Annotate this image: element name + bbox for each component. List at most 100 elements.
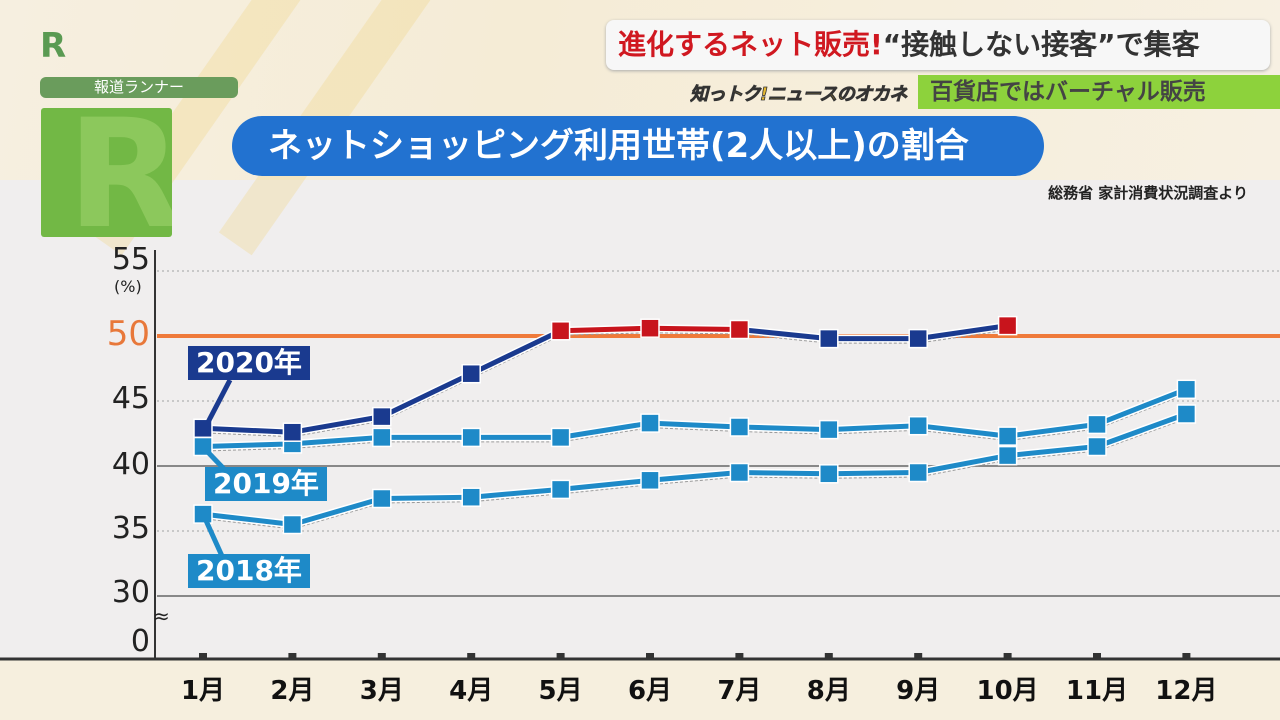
series-line-2020年 [739, 327, 830, 342]
label-pointer [201, 445, 227, 472]
series-line-2019年 [202, 441, 293, 449]
data-point-2018年 [461, 487, 481, 507]
data-point-2020年 [997, 315, 1018, 336]
series-line-2019年 [917, 423, 1008, 439]
series-line-2019年 [560, 420, 651, 440]
x-tick-label: 3月 [359, 676, 404, 706]
chart-title: ネットショッピング利用世帯(2人以上)の割合 [232, 116, 1044, 176]
x-tick-label: 10月 [976, 676, 1039, 706]
series-line-2018年 [649, 470, 740, 483]
data-point-2018年 [1087, 436, 1107, 457]
data-point-2018年 [908, 462, 928, 483]
x-tick [1003, 653, 1012, 659]
x-tick [914, 653, 923, 659]
data-point-2019年 [640, 413, 660, 433]
series-line-2020年 [380, 371, 473, 419]
data-point-2020年 [729, 319, 750, 340]
data-point-2018年 [729, 462, 750, 483]
series-line-2018年 [828, 470, 919, 477]
series-line-2018年 [917, 453, 1009, 475]
data-point-2018年 [1176, 404, 1197, 424]
station-logo-large: R [41, 108, 172, 237]
y-tick-label: 45 [111, 381, 150, 416]
series-label-2018: 2018年 [188, 554, 310, 588]
x-tick [824, 653, 833, 659]
data-point-2018年 [640, 470, 660, 491]
headline-dark: “接触しない接客”で集客 [882, 28, 1200, 61]
x-tick-label: 6月 [627, 676, 673, 706]
data-point-2020年 [640, 318, 660, 338]
x-tick-label: 5月 [538, 676, 583, 706]
x-tick [735, 653, 744, 659]
data-point-2019年 [729, 417, 750, 437]
series-line-2019年 [649, 420, 740, 430]
data-point-2019年 [550, 427, 571, 448]
data-point-2020年 [282, 422, 303, 442]
station-logo: R [40, 26, 67, 66]
data-point-2018年 [282, 514, 303, 535]
x-tick [1093, 653, 1101, 659]
series-line-2020年 [649, 325, 740, 332]
series-line-2019年 [739, 424, 829, 433]
data-point-2019年 [372, 427, 392, 448]
series-line-2018年 [470, 486, 561, 500]
headline-banner: 進化するネット販売!“接触しない接客”で集客 [606, 20, 1270, 70]
x-tick [199, 653, 207, 659]
y-tick-label: 0 [130, 624, 150, 659]
x-tick [646, 653, 654, 659]
series-line-2018年 [1096, 411, 1188, 449]
series-line-2019年 [1096, 386, 1188, 427]
series-line-2018年 [739, 470, 829, 477]
series-label-2019: 2019年 [205, 467, 327, 501]
data-point-2020年 [372, 406, 392, 427]
y-tick-label: 40 [111, 447, 150, 482]
x-tick [1182, 653, 1191, 659]
x-tick-label: 2月 [270, 676, 315, 706]
y-tick-label: 30 [111, 575, 150, 610]
series-line-2018年 [1007, 444, 1098, 459]
series-line-2019年 [1007, 421, 1098, 439]
axis-break-icon: ≈ [153, 604, 170, 628]
x-tick [288, 653, 297, 659]
data-point-2018年 [372, 488, 392, 509]
chart-source: 総務省 家計消費状況調査より [1048, 184, 1248, 202]
sub-headline: 百貨店ではバーチャル販売 [918, 75, 1280, 109]
series-line-2020年 [291, 414, 383, 435]
x-tick-label: 12月 [1155, 676, 1218, 706]
data-point-2019年 [1087, 414, 1107, 435]
data-point-2019年 [819, 419, 839, 440]
y-tick-label: 35 [111, 511, 150, 546]
label-pointer [202, 378, 233, 430]
data-point-2019年 [908, 415, 928, 436]
show-logo: 知っトク!ニュースのオカネ [690, 84, 908, 106]
program-tag: 報道ランナー [40, 77, 238, 98]
data-point-2019年 [461, 427, 481, 448]
y-tick-label-highlight: 50 [106, 314, 150, 354]
data-point-2018年 [819, 464, 839, 484]
y-tick-label: 55 [111, 242, 150, 277]
data-point-2020年 [908, 328, 928, 349]
data-point-2018年 [997, 445, 1018, 466]
series-line-2020年 [202, 425, 293, 435]
data-point-2018年 [550, 479, 571, 500]
headline-red: 進化するネット販売! [618, 28, 883, 61]
label-pointer [200, 512, 225, 558]
data-point-2020年 [819, 328, 839, 349]
x-tick-label: 8月 [806, 676, 851, 706]
series-label-2020: 2020年 [188, 346, 310, 380]
x-tick-label: 1月 [180, 676, 226, 706]
x-tick-label: 11月 [1065, 676, 1129, 706]
series-line-2018年 [202, 511, 293, 527]
series-line-2020年 [560, 325, 651, 334]
x-tick [377, 653, 386, 659]
data-point-2019年 [1176, 379, 1197, 400]
series-line-2020年 [917, 323, 1008, 342]
x-tick-label: 7月 [717, 676, 762, 706]
x-tick [556, 653, 565, 659]
series-line-2020年 [470, 328, 562, 376]
series-line-2018年 [381, 494, 472, 501]
data-point-2020年 [550, 321, 571, 341]
series-line-2018年 [560, 477, 651, 492]
axis-background [0, 660, 1280, 720]
